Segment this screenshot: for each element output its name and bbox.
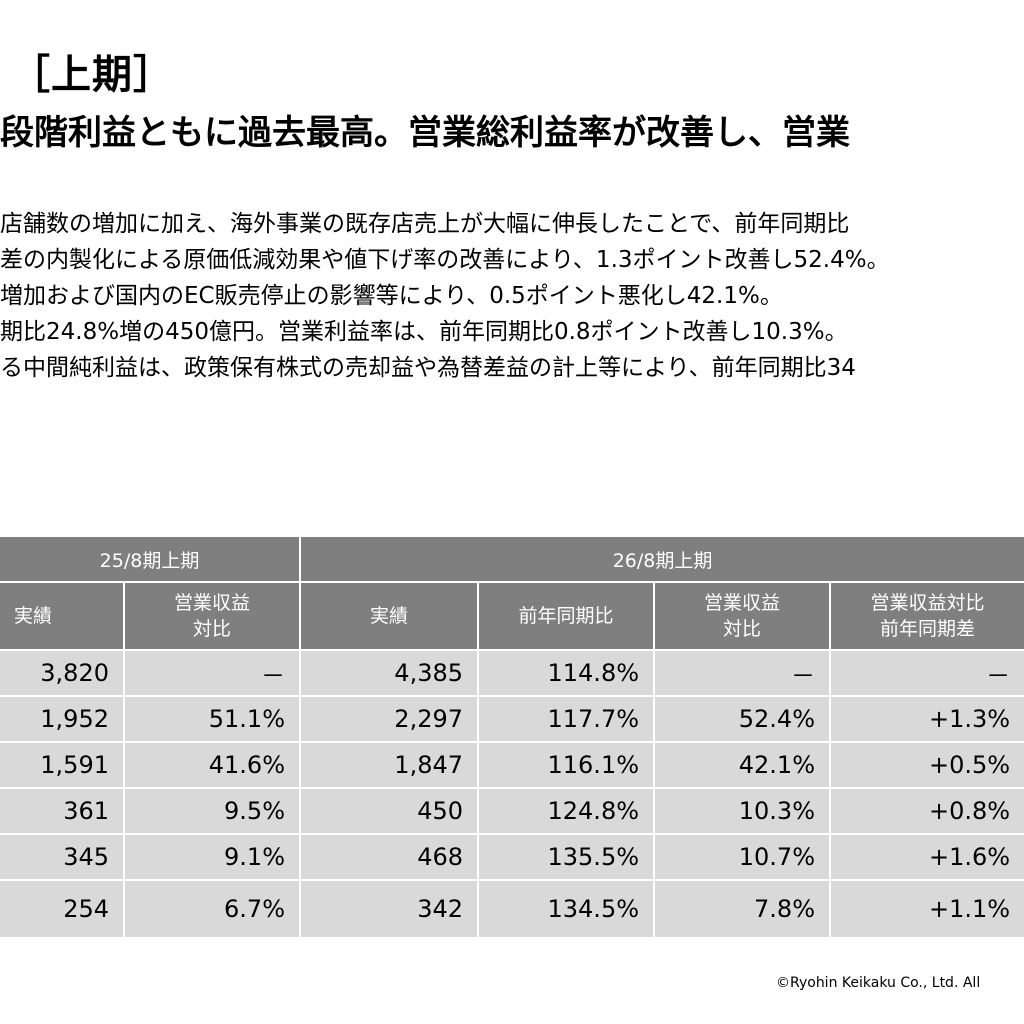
cell-cur-ratio: 10.3%: [653, 787, 831, 834]
cell-prev-ratio: 9.5%: [122, 787, 301, 834]
bullet-line: 店舗数の増加に加え、海外事業の既存店売上が大幅に伸長したことで、前年同期比: [0, 211, 850, 237]
bullet-line: 差の内製化による原価低減効果や値下げ率の改善により、1.3ポイント改善し52.4…: [0, 247, 890, 273]
header-cur-yoy: 前年同期比: [477, 581, 655, 650]
headline: 段階利益ともに過去最高。営業総利益率が改善し、営業: [0, 113, 850, 153]
header-line: 前年同期差: [880, 618, 976, 640]
header-cur-actual: 実績: [299, 581, 479, 650]
cell-cur-diff: +1.1%: [829, 879, 1024, 937]
cell-cur-ratio: 10.7%: [653, 833, 831, 880]
cell-cur-diff: －: [829, 649, 1024, 696]
table-row: 254 6.7% 342 134.5% 7.8% +1.1%: [0, 879, 1024, 937]
cell-cur-yoy: 114.8%: [477, 649, 655, 696]
cell-prev-ratio: 6.7%: [122, 879, 301, 937]
results-table: 25/8期上期 26/8期上期 実績 営業収益 対比 実績 前年同期比 営業収益…: [0, 537, 1024, 937]
header-line: 営業収益対比: [870, 592, 985, 614]
header-line: 営業収益: [174, 592, 251, 614]
header-prev-ratio: 営業収益 対比: [122, 581, 301, 650]
header-line: 営業収益: [704, 592, 781, 614]
group-header-current: 26/8期上期: [299, 537, 1024, 582]
group-header-prev: 25/8期上期: [0, 537, 301, 582]
cell-cur-actual: 4,385: [299, 649, 479, 696]
cell-cur-yoy: 116.1%: [477, 741, 655, 788]
cell-prev-actual: 254: [0, 879, 124, 937]
cell-cur-actual: 1,847: [299, 741, 479, 788]
header-cur-ratio: 営業収益 対比: [653, 581, 831, 650]
page-title: ［上期］: [10, 52, 174, 98]
cell-cur-actual: 468: [299, 833, 479, 880]
cell-cur-actual: 2,297: [299, 695, 479, 742]
cell-cur-ratio: 7.8%: [653, 879, 831, 937]
cell-prev-actual: 345: [0, 833, 124, 880]
cell-cur-ratio: 42.1%: [653, 741, 831, 788]
header-line: 対比: [723, 618, 762, 640]
header-prev-actual: 実績: [0, 581, 124, 650]
table-row: 361 9.5% 450 124.8% 10.3% +0.8%: [0, 787, 1024, 834]
table-row: 3,820 － 4,385 114.8% － －: [0, 649, 1024, 696]
cell-cur-actual: 450: [299, 787, 479, 834]
summary-bullets: 店舗数の増加に加え、海外事業の既存店売上が大幅に伸長したことで、前年同期比 差の…: [0, 206, 1024, 386]
cell-cur-yoy: 117.7%: [477, 695, 655, 742]
cell-cur-yoy: 135.5%: [477, 833, 655, 880]
cell-cur-diff: +1.6%: [829, 833, 1024, 880]
cell-cur-actual: 342: [299, 879, 479, 937]
cell-cur-yoy: 134.5%: [477, 879, 655, 937]
cell-prev-actual: 3,820: [0, 649, 124, 696]
cell-prev-ratio: 9.1%: [122, 833, 301, 880]
cell-prev-ratio: －: [122, 649, 301, 696]
table-row: 1,952 51.1% 2,297 117.7% 52.4% +1.3%: [0, 695, 1024, 742]
copyright-footer: ©Ryohin Keikaku Co., Ltd. All: [776, 975, 981, 991]
cell-prev-ratio: 51.1%: [122, 695, 301, 742]
sub-header-row: 実績 営業収益 対比 実績 前年同期比 営業収益 対比 営業収益対比 前年同期差: [0, 581, 1024, 650]
bullet-line: る中間純利益は、政策保有株式の売却益や為替差益の計上等により、前年同期比34: [0, 355, 856, 381]
header-line: 対比: [193, 618, 232, 640]
cell-cur-yoy: 124.8%: [477, 787, 655, 834]
bullet-line: 期比24.8%増の450億円。営業利益率は、前年同期比0.8ポイント改善し10.…: [0, 319, 848, 345]
table-row: 345 9.1% 468 135.5% 10.7% +1.6%: [0, 833, 1024, 880]
cell-prev-actual: 361: [0, 787, 124, 834]
cell-cur-ratio: －: [653, 649, 831, 696]
cell-prev-actual: 1,952: [0, 695, 124, 742]
cell-cur-diff: +0.8%: [829, 787, 1024, 834]
cell-prev-ratio: 41.6%: [122, 741, 301, 788]
header-cur-diff: 営業収益対比 前年同期差: [829, 581, 1024, 650]
cell-cur-diff: +0.5%: [829, 741, 1024, 788]
group-header-row: 25/8期上期 26/8期上期: [0, 537, 1024, 582]
bullet-line: 増加および国内のEC販売停止の影響等により、0.5ポイント悪化し42.1%。: [0, 283, 783, 309]
cell-cur-ratio: 52.4%: [653, 695, 831, 742]
cell-prev-actual: 1,591: [0, 741, 124, 788]
cell-cur-diff: +1.3%: [829, 695, 1024, 742]
table-row: 1,591 41.6% 1,847 116.1% 42.1% +0.5%: [0, 741, 1024, 788]
